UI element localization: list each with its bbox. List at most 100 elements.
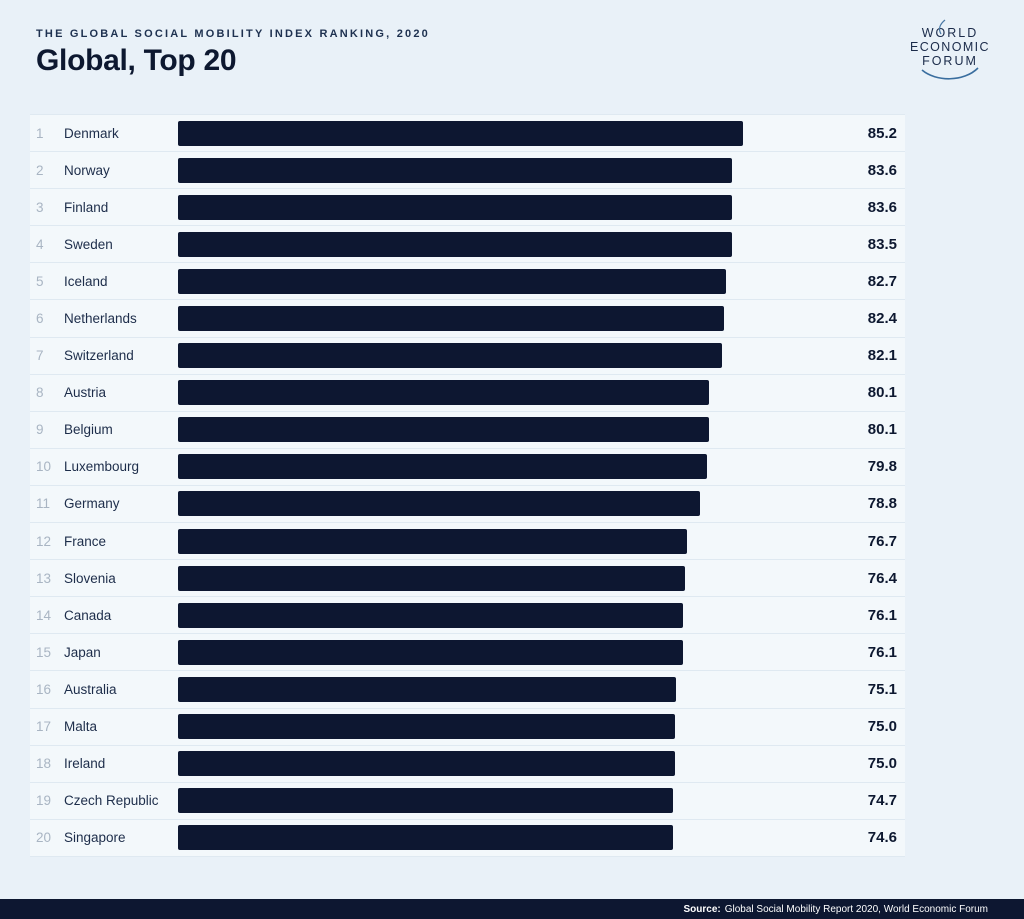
country-label: Netherlands: [64, 311, 137, 327]
bar-track: [178, 306, 841, 332]
bar-track: [178, 639, 841, 665]
score-value: 74.7: [867, 792, 897, 810]
score-bar: [178, 528, 687, 554]
bar-track: [178, 714, 841, 740]
score-value: 76.4: [867, 569, 897, 587]
bar-track: [178, 565, 841, 591]
score-bar: [178, 602, 683, 628]
country-label: Austria: [64, 385, 107, 401]
ranking-row: 1 Denmark 85.2: [30, 115, 905, 153]
rank-label: 20: [36, 830, 52, 846]
ranking-row: 16 Australia 75.1: [30, 671, 905, 709]
ranking-row: 17 Malta 75.0: [30, 708, 905, 746]
bar-track: [178, 454, 841, 480]
bar-track: [178, 751, 841, 777]
score-bar: [178, 714, 676, 740]
ranking-row: 7 Switzerland 82.1: [30, 337, 905, 375]
rank-label: 3: [36, 199, 44, 215]
rank-label: 16: [36, 681, 52, 697]
wef-logo-swoosh-arc: [921, 67, 979, 80]
rank-label: 8: [36, 385, 44, 401]
score-bar: [178, 380, 710, 406]
bar-track: [178, 343, 841, 369]
score-bar: [178, 194, 733, 220]
score-value: 75.0: [867, 718, 897, 736]
rank-label: 11: [36, 496, 51, 512]
rank-label: 4: [36, 236, 44, 252]
score-bar: [178, 454, 708, 480]
ranking-row: 6 Netherlands 82.4: [30, 300, 905, 338]
bar-track: [178, 676, 841, 702]
score-value: 80.1: [867, 421, 897, 439]
wef-logo-line-3: FORUM: [922, 54, 978, 68]
ranking-row: 8 Austria 80.1: [30, 374, 905, 412]
country-label: Slovenia: [64, 570, 116, 586]
bar-track: [178, 417, 841, 443]
score-bar: [178, 120, 743, 146]
rank-label: 17: [36, 719, 52, 735]
rank-label: 14: [36, 607, 52, 623]
source-footer: Source: Global Social Mobility Report 20…: [0, 899, 1024, 919]
score-bar: [178, 825, 673, 851]
bar-track: [178, 194, 841, 220]
wef-logo-line-2: ECONOMIC: [910, 40, 990, 54]
ranking-row: 12 France 76.7: [30, 523, 905, 561]
bar-track: [178, 491, 841, 517]
ranking-row: 18 Ireland 75.0: [30, 745, 905, 783]
ranking-row: 10 Luxembourg 79.8: [30, 448, 905, 486]
score-value: 85.2: [867, 124, 897, 142]
rank-label: 2: [36, 162, 44, 178]
score-value: 78.8: [867, 495, 897, 513]
country-label: Norway: [64, 162, 110, 178]
rank-label: 10: [36, 459, 52, 475]
rank-label: 13: [36, 570, 52, 586]
country-label: Luxembourg: [64, 459, 140, 475]
ranking-row: 5 Iceland 82.7: [30, 263, 905, 301]
bar-track: [178, 380, 841, 406]
score-value: 82.4: [867, 310, 897, 328]
country-label: Belgium: [64, 422, 113, 438]
bar-track: [178, 528, 841, 554]
bar-track: [178, 825, 841, 851]
bar-track: [178, 602, 841, 628]
source-text: Global Social Mobility Report 2020, Worl…: [724, 903, 988, 915]
country-label: Sweden: [64, 236, 113, 252]
country-label: Czech Republic: [64, 793, 159, 809]
score-bar: [178, 491, 701, 517]
score-bar: [178, 639, 683, 665]
country-label: Finland: [64, 199, 109, 215]
country-label: Malta: [64, 719, 98, 735]
score-value: 75.0: [867, 755, 897, 773]
page-title: Global, Top 20: [36, 44, 237, 77]
ranking-row: 9 Belgium 80.1: [30, 411, 905, 449]
score-bar: [178, 676, 676, 702]
score-value: 76.1: [867, 606, 897, 624]
score-value: 75.1: [867, 680, 897, 698]
score-bar: [178, 157, 733, 183]
score-bar: [178, 565, 685, 591]
score-value: 82.7: [867, 272, 897, 290]
rank-label: 19: [36, 793, 52, 809]
country-label: Ireland: [64, 756, 106, 772]
rank-label: 5: [36, 273, 44, 289]
ranking-row: 2 Norway 83.6: [30, 152, 905, 190]
country-label: Australia: [64, 681, 117, 697]
rank-label: 18: [36, 756, 52, 772]
bar-track: [178, 788, 841, 814]
score-bar: [178, 417, 710, 443]
country-label: Switzerland: [64, 348, 134, 364]
score-bar: [178, 231, 732, 257]
ranking-row: 14 Canada 76.1: [30, 597, 905, 635]
bar-track: [178, 120, 841, 146]
country-label: Germany: [64, 496, 120, 512]
wef-logo: WORLD ECONOMIC FORUM: [910, 19, 990, 80]
ranking-row: 19 Czech Republic 74.7: [30, 782, 905, 820]
score-bar: [178, 788, 674, 814]
ranking-row: 15 Japan 76.1: [30, 634, 905, 672]
country-label: Iceland: [64, 273, 108, 289]
score-value: 83.6: [867, 161, 897, 179]
ranking-row: 3 Finland 83.6: [30, 189, 905, 227]
score-value: 79.8: [867, 458, 897, 476]
ranking-row: 4 Sweden 83.5: [30, 226, 905, 264]
